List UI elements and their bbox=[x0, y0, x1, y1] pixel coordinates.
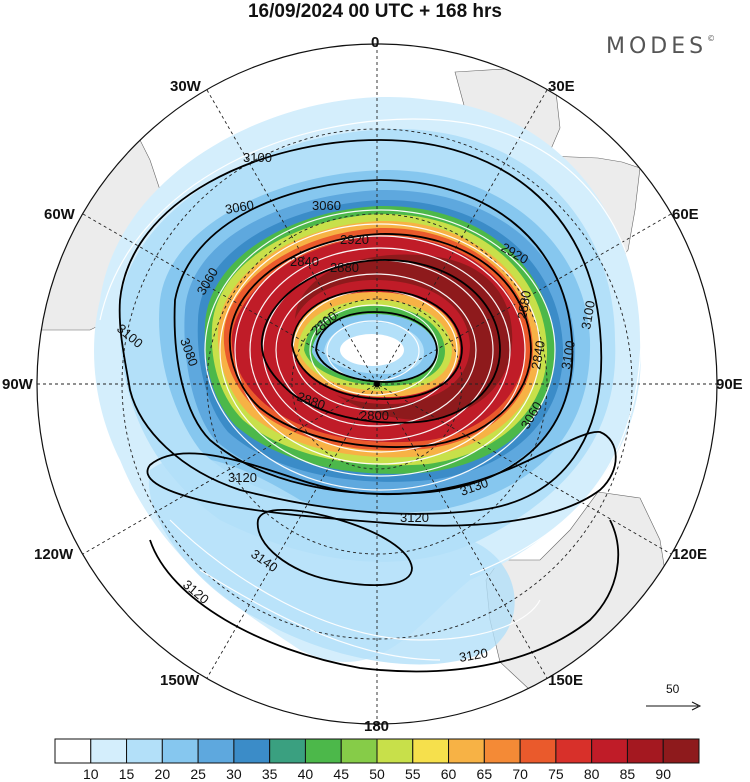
meridian-30e-150w bbox=[206, 89, 548, 679]
meridian-30w-150e bbox=[206, 89, 548, 679]
streamline bbox=[275, 273, 477, 427]
contour-label: 3120 bbox=[458, 645, 489, 665]
colorbar-tick-label: 60 bbox=[440, 766, 457, 782]
colorbar-cell bbox=[662, 738, 700, 764]
colorbar-cell bbox=[126, 738, 163, 764]
lon-label-30e: 30E bbox=[548, 78, 575, 95]
pole-marker bbox=[374, 381, 380, 387]
streamline bbox=[199, 569, 441, 661]
graticule bbox=[37, 44, 717, 724]
colorbar-cell bbox=[591, 738, 628, 764]
lon-label-30w: 30W bbox=[170, 78, 201, 95]
reference-vector-label: 50 bbox=[666, 682, 680, 696]
wind-streamlines bbox=[99, 118, 642, 661]
height-contours bbox=[118, 139, 620, 673]
colorbar-cell bbox=[54, 738, 92, 764]
lon-label-90w: 90W bbox=[2, 376, 33, 393]
colorbar-cell bbox=[304, 738, 342, 764]
contour-2800 bbox=[315, 311, 438, 383]
contour-label: 3100 bbox=[578, 299, 598, 330]
modes-logo: MODES© bbox=[606, 34, 715, 59]
colorbar-cell bbox=[340, 738, 378, 764]
colorbar-cell bbox=[448, 738, 485, 764]
contour-label: 3100 bbox=[558, 339, 578, 370]
colorbar-tick-label: 70 bbox=[512, 766, 528, 782]
contour-label: 2800 bbox=[360, 408, 389, 423]
colorbar-tick-label: 15 bbox=[118, 766, 135, 782]
streamline bbox=[99, 118, 642, 576]
contour-label: 2920 bbox=[340, 232, 369, 247]
colorbar-tick-label: 45 bbox=[333, 766, 349, 782]
copyright-mark: © bbox=[707, 34, 716, 43]
colorbar-tick-label: 85 bbox=[619, 766, 636, 782]
streamline bbox=[169, 519, 541, 641]
streamline bbox=[309, 304, 439, 396]
contour-label: 3120 bbox=[228, 470, 257, 485]
colorbar-cell bbox=[269, 738, 306, 764]
colorbar-tick-label: 35 bbox=[261, 766, 278, 782]
contour-3120-north bbox=[146, 431, 617, 527]
lon-label-120e: 120E bbox=[672, 546, 708, 563]
contour-label-layer: 3100 3060 3060 2920 2880 2840 2800 2880 … bbox=[114, 150, 598, 665]
contour-label: 3060 bbox=[224, 197, 255, 217]
colorbar-tick-label: 25 bbox=[190, 766, 206, 782]
colorbar-tick-label: 10 bbox=[82, 766, 99, 782]
map-boundary bbox=[36, 43, 718, 725]
contour-label: 2880 bbox=[330, 260, 359, 275]
colorbar-tick-label: 20 bbox=[154, 766, 171, 782]
colorbar-cell bbox=[90, 738, 128, 764]
colorbar-cell bbox=[483, 738, 521, 764]
colorbar-cell bbox=[519, 738, 557, 764]
colorbar-tick-label: 65 bbox=[476, 766, 493, 782]
colorbar-cell bbox=[197, 738, 235, 764]
lon-label-150w: 150W bbox=[160, 672, 200, 689]
lon-label-180: 180 bbox=[364, 718, 390, 735]
lon-label-0: 0 bbox=[371, 34, 380, 51]
colorbar-cell bbox=[376, 738, 414, 764]
colorbar-cell bbox=[161, 738, 199, 764]
contour-label: 2880 bbox=[514, 289, 534, 320]
colorbar-cell bbox=[233, 738, 271, 764]
colorbar-cell bbox=[412, 738, 450, 764]
lon-label-60w: 60W bbox=[44, 206, 75, 223]
contour-label: 3100 bbox=[243, 150, 272, 165]
contour-3120-south bbox=[149, 519, 620, 673]
contour-label: 2840 bbox=[528, 339, 548, 370]
reference-vector-head bbox=[691, 701, 702, 711]
streamline bbox=[234, 235, 526, 465]
lon-label-60e: 60E bbox=[672, 206, 699, 223]
contour-label: 3120 bbox=[400, 510, 429, 525]
meridian-60e-120w bbox=[82, 213, 672, 555]
colorbar-tick-label: 55 bbox=[404, 766, 421, 782]
colorbar-tick-label: 80 bbox=[583, 766, 600, 782]
colorbar-tick-label: 50 bbox=[369, 766, 385, 782]
shade-south-jet bbox=[148, 457, 515, 665]
meridian-60w-120e bbox=[82, 213, 672, 555]
lon-label-150e: 150E bbox=[548, 672, 584, 689]
lon-label-90e: 90E bbox=[716, 376, 743, 393]
colorbar-tick-label: 90 bbox=[655, 766, 671, 782]
map-title: 16/09/2024 00 UTC + 168 hrs bbox=[247, 1, 503, 22]
streamline bbox=[219, 223, 541, 477]
colorbar-tick-label: 75 bbox=[548, 766, 564, 782]
contour-label: 3060 bbox=[312, 198, 341, 213]
contour-2840 bbox=[291, 289, 463, 400]
contour-2920 bbox=[228, 233, 532, 448]
contour-2880 bbox=[260, 259, 501, 424]
contour-3060 bbox=[173, 179, 574, 495]
colorbar-cell bbox=[555, 738, 593, 764]
brand-text: MODES bbox=[606, 34, 708, 59]
colorbar-tick-label: 40 bbox=[297, 766, 314, 782]
lon-label-120w: 120W bbox=[34, 546, 74, 563]
streamline bbox=[249, 247, 511, 453]
contour-3140 bbox=[256, 508, 413, 587]
contour-label: 2840 bbox=[290, 254, 319, 269]
streamline bbox=[204, 209, 556, 491]
vortex-core bbox=[340, 334, 404, 366]
colorbar-tick-label: 30 bbox=[226, 766, 242, 782]
colorbar-cell bbox=[626, 738, 664, 764]
contour-3100 bbox=[118, 139, 603, 515]
colorbar bbox=[54, 738, 700, 764]
